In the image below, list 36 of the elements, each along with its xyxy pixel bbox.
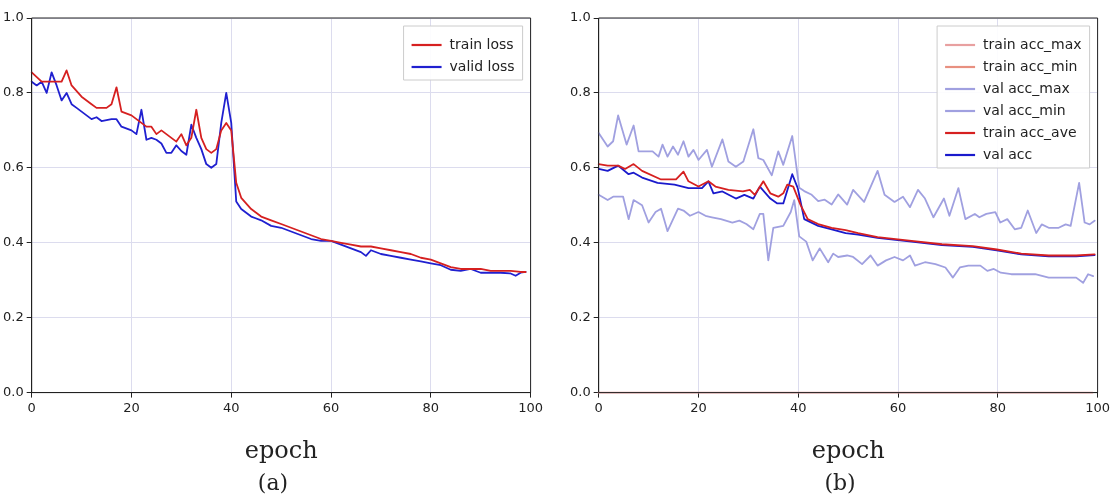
- x-tick-label: 0: [594, 399, 603, 415]
- x-tick-label: 80: [989, 399, 1007, 415]
- x-tick-label: 0: [27, 399, 36, 415]
- y-tick-label: 0.0: [569, 383, 591, 399]
- y-tick-label: 0.8: [569, 84, 591, 100]
- y-tick-label: 0.2: [2, 309, 24, 325]
- legend-label: val acc: [983, 145, 1033, 162]
- legend-label: train acc_max: [983, 35, 1082, 52]
- y-tick-label: 0.6: [2, 159, 24, 175]
- y-tick-label: 0.8: [2, 84, 24, 100]
- y-tick-label: 1.0: [569, 9, 591, 25]
- y-tick-label: 0.2: [569, 309, 591, 325]
- x-axis-title: epoch: [811, 435, 885, 464]
- y-tick-label: 0.4: [2, 234, 24, 250]
- x-tick-label: 80: [422, 399, 440, 415]
- x-tick-label: 100: [1085, 399, 1111, 415]
- y-tick-label: 1.0: [2, 9, 24, 25]
- x-tick-label: 60: [322, 399, 340, 415]
- legend-label: val acc_max: [983, 79, 1070, 96]
- x-tick-label: 20: [690, 399, 707, 415]
- legend-label: val acc_min: [983, 101, 1066, 118]
- x-tick-label: 60: [889, 399, 907, 415]
- y-tick-label: 0.4: [569, 234, 591, 250]
- x-tick-label: 40: [789, 399, 807, 415]
- y-tick-label: 0.6: [569, 159, 591, 175]
- x-tick-label: 20: [123, 399, 140, 415]
- legend-label: train acc_min: [983, 57, 1078, 74]
- y-tick-label: 0.0: [2, 383, 24, 399]
- legend-label: valid loss: [449, 57, 515, 74]
- legend-label: train loss: [449, 35, 514, 52]
- text: (b): [823, 470, 857, 495]
- x-axis-title: epoch: [244, 435, 318, 464]
- x-tick-label: 100: [518, 399, 544, 415]
- text: (a): [256, 470, 290, 495]
- legend-label: train acc_ave: [983, 123, 1077, 140]
- x-tick-label: 40: [222, 399, 240, 415]
